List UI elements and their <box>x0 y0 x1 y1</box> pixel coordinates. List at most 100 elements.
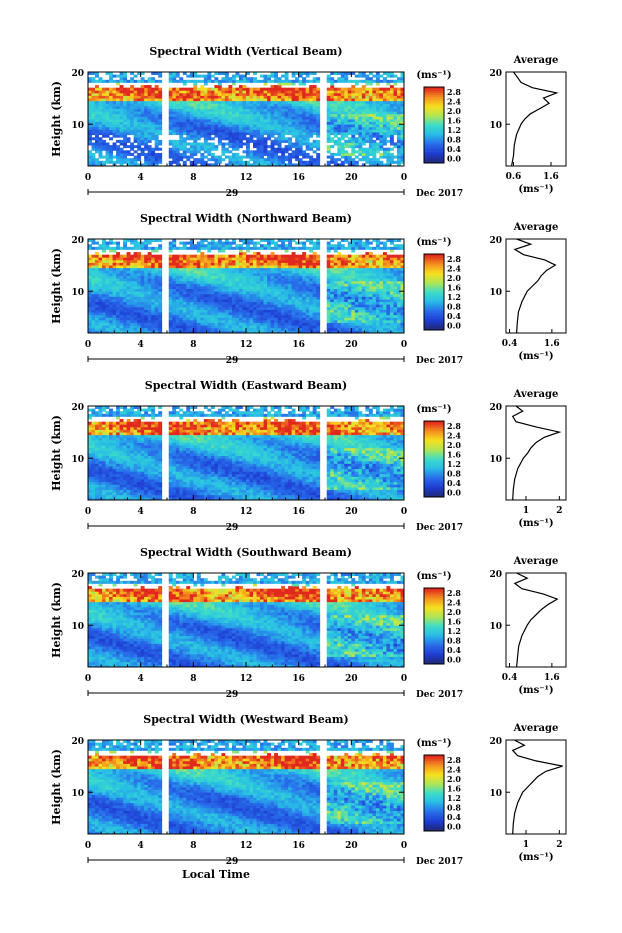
heatmap-cell <box>109 119 113 122</box>
heatmap-cell <box>144 317 148 320</box>
heatmap-cell <box>113 289 117 292</box>
heatmap-cell <box>327 90 331 93</box>
heatmap-cell <box>379 80 383 83</box>
heatmap-cell <box>155 302 159 305</box>
heatmap-cell <box>148 103 152 106</box>
heatmap-cell <box>285 247 289 250</box>
heatmap-cell <box>144 93 148 96</box>
heatmap-cell <box>365 109 369 112</box>
heatmap-cell <box>274 77 278 80</box>
heatmap-cell <box>106 244 110 247</box>
heatmap-cell <box>351 122 355 125</box>
heatmap-cell <box>88 265 92 268</box>
heatmap-cell <box>281 328 285 331</box>
heatmap-cell <box>383 93 387 96</box>
heatmap-cell <box>383 124 387 127</box>
heatmap-cell <box>211 122 215 125</box>
heatmap-cell <box>113 80 117 83</box>
heatmap-cell <box>134 281 138 284</box>
heatmap-cell <box>134 276 138 279</box>
heatmap-cell <box>278 161 282 164</box>
heatmap-cell <box>299 111 303 114</box>
heatmap-cell <box>109 257 113 260</box>
heatmap-cell <box>285 310 289 313</box>
heatmap-cell <box>172 127 176 130</box>
heatmap-cell <box>113 116 117 119</box>
heatmap-cell <box>102 148 106 151</box>
heatmap-cell <box>179 247 183 250</box>
heatmap-cell <box>123 137 127 140</box>
heatmap-cell <box>179 304 183 307</box>
heatmap-cell <box>302 96 306 99</box>
heatmap-cell <box>281 96 285 99</box>
heatmap-cell <box>130 265 134 268</box>
heatmap-cell <box>393 114 397 117</box>
heatmap-cell <box>327 114 331 117</box>
heatmap-cell <box>285 127 289 130</box>
heatmap-cell <box>313 103 317 106</box>
heatmap-cell <box>109 150 113 153</box>
heatmap-cell <box>169 296 173 299</box>
heatmap-cell <box>341 143 345 146</box>
heatmap-cell <box>179 328 183 331</box>
heatmap-cell <box>109 242 113 245</box>
heatmap-cell <box>313 242 317 245</box>
heatmap-cell <box>281 129 285 132</box>
heatmap-cell <box>302 244 306 247</box>
heatmap-cell <box>302 156 306 159</box>
heatmap-cell <box>299 148 303 151</box>
heatmap-cell <box>109 255 113 258</box>
heatmap-cell <box>158 119 162 122</box>
heatmap-cell <box>116 82 120 85</box>
heatmap-cell <box>292 143 296 146</box>
heatmap-cell <box>218 143 222 146</box>
heatmap-cell <box>148 296 152 299</box>
heatmap-cell <box>330 265 334 268</box>
heatmap-cell <box>193 328 197 331</box>
heatmap-cell <box>151 127 155 130</box>
heatmap-cell <box>246 124 250 127</box>
heatmap-cell <box>341 101 345 104</box>
heatmap-cell <box>200 257 204 260</box>
heatmap-cell <box>148 252 152 255</box>
heatmap-cell <box>253 273 257 276</box>
heatmap-cell <box>295 116 299 119</box>
heatmap-cell <box>327 109 331 112</box>
heatmap-cell <box>309 80 313 83</box>
heatmap-cell <box>362 137 366 140</box>
heatmap-cell <box>239 244 243 247</box>
heatmap-cell <box>274 150 278 153</box>
colorbar-step <box>424 93 444 95</box>
heatmap-cell <box>246 247 250 250</box>
heatmap-cell <box>351 150 355 153</box>
heatmap-cell <box>257 302 261 305</box>
heatmap-cell <box>183 299 187 302</box>
heatmap-cell <box>365 114 369 117</box>
heatmap-cell <box>397 103 401 106</box>
heatmap-cell <box>211 101 215 104</box>
heatmap-cell <box>190 315 194 318</box>
heatmap-cell <box>351 88 355 91</box>
heatmap-cell <box>253 153 257 156</box>
heatmap-cell <box>214 98 218 101</box>
heatmap-cell <box>246 265 250 268</box>
heatmap-cell <box>246 77 250 80</box>
heatmap-cell <box>246 96 250 99</box>
heatmap-cell <box>337 90 341 93</box>
heatmap-cell <box>204 143 208 146</box>
heatmap-cell <box>211 109 215 112</box>
heatmap-cell <box>214 325 218 328</box>
heatmap-cell <box>242 296 246 299</box>
heatmap-cell <box>228 116 232 119</box>
heatmap-cell <box>235 270 239 273</box>
heatmap-cell <box>99 317 103 320</box>
heatmap-cell <box>130 325 134 328</box>
heatmap-cell <box>204 294 208 297</box>
heatmap-cell <box>228 323 232 326</box>
heatmap-cell <box>281 273 285 276</box>
heatmap-cell <box>218 242 222 245</box>
heatmap-cell <box>264 307 268 310</box>
heatmap-cell <box>369 124 373 127</box>
heatmap-cell <box>193 310 197 313</box>
heatmap-cell <box>299 278 303 281</box>
